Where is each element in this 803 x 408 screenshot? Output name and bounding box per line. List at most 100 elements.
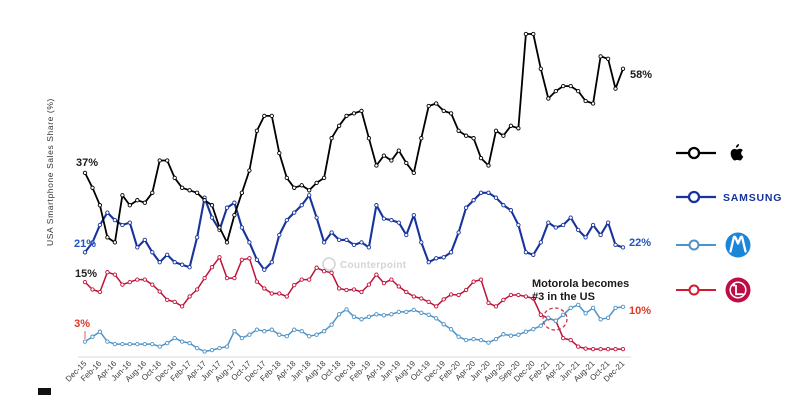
series-apple-marker <box>127 203 132 208</box>
series-lg-marker <box>299 277 304 282</box>
series-samsung-marker <box>187 265 192 270</box>
series-lg-marker <box>105 270 110 275</box>
series-lg-line <box>84 256 623 350</box>
series-lg-marker <box>434 304 439 309</box>
series-apple-marker <box>142 200 147 205</box>
legend: SAMSUNG <box>676 144 781 303</box>
series-samsung-marker <box>262 267 267 272</box>
series-apple-marker <box>179 185 185 190</box>
series-motorola-marker <box>336 312 342 317</box>
series-motorola-marker <box>284 334 289 339</box>
series-motorola-marker <box>493 336 499 342</box>
series-motorola-marker <box>329 322 334 327</box>
series-lg-marker <box>426 299 431 305</box>
series-apple-marker <box>576 88 581 94</box>
series-samsung-marker <box>194 235 200 240</box>
series-lg-marker <box>179 304 185 309</box>
series-lg-marker <box>493 304 499 309</box>
samsung-start-label: 21% <box>74 238 96 250</box>
series-apple-marker <box>590 101 596 106</box>
series-lg-marker <box>568 337 573 343</box>
annotation-line2: #3 in the US <box>532 291 595 303</box>
series-motorola-marker <box>605 315 611 320</box>
series-lg-marker <box>583 346 588 351</box>
series-motorola-marker <box>209 347 215 353</box>
series-lg-marker <box>561 335 566 341</box>
series-apple-marker <box>217 225 222 230</box>
series-lg-marker <box>247 256 252 261</box>
series-samsung-marker <box>209 215 215 220</box>
series-lg-marker <box>516 292 521 298</box>
series-motorola-marker <box>396 309 401 315</box>
series-lg-marker <box>344 287 349 293</box>
series-apple-marker <box>157 158 162 163</box>
series-samsung-marker <box>105 210 110 215</box>
series-motorola-marker <box>531 327 536 332</box>
legend-item-apple <box>676 144 744 161</box>
series-motorola-marker <box>157 344 162 349</box>
series-samsung-marker <box>247 240 252 245</box>
series-samsung-marker <box>523 250 529 255</box>
series-apple-marker <box>232 212 237 218</box>
series-motorola-marker <box>314 332 319 337</box>
apple-end-label: 58% <box>630 69 652 81</box>
series-samsung-marker <box>307 193 312 198</box>
motorola-end-label: 10% <box>629 305 651 317</box>
series-samsung-marker <box>284 217 289 223</box>
series-lg-marker <box>381 280 387 286</box>
series-motorola-marker <box>389 312 394 317</box>
series-lg-marker <box>411 294 416 299</box>
series-samsung-marker <box>150 250 155 255</box>
series-apple-marker <box>441 108 446 114</box>
series-samsung-marker <box>127 220 132 225</box>
series-samsung-marker <box>598 232 603 238</box>
series-motorola-marker <box>299 329 304 334</box>
series-samsung-marker <box>396 220 401 225</box>
series-apple-marker <box>583 98 588 104</box>
apple-legend-marker <box>687 146 701 160</box>
series-motorola-marker <box>463 337 469 343</box>
series-samsung-marker <box>404 232 409 238</box>
series-apple-marker <box>389 158 394 163</box>
series-samsung-marker <box>493 195 499 200</box>
series-lg-marker <box>172 299 177 305</box>
series-motorola-marker <box>441 322 446 327</box>
series-samsung-marker <box>351 242 357 248</box>
series-lg-marker <box>366 282 372 287</box>
series-lg-marker <box>90 287 95 292</box>
series-samsung-marker <box>269 260 274 265</box>
series-samsung-marker <box>157 260 162 265</box>
apple-start-label: 37% <box>76 157 98 169</box>
series-lg-marker <box>97 289 103 295</box>
x-tick-labels: Dec-15Feb-16Apr-16Jun-16Aug-16Oct-16Dec-… <box>64 359 627 384</box>
series-apple-marker <box>598 54 603 59</box>
series-lg-marker <box>448 292 454 297</box>
series-lg-marker <box>441 297 446 302</box>
series-samsung-marker <box>329 230 334 235</box>
series-samsung-marker <box>97 222 103 228</box>
series-samsung-marker <box>336 237 342 243</box>
series-apple-marker <box>307 188 312 193</box>
series-lg-marker <box>590 346 596 352</box>
series-apple-marker <box>613 86 618 91</box>
series-samsung-marker <box>605 220 611 225</box>
series-apple-marker <box>501 133 506 138</box>
series-lg-marker <box>120 282 125 287</box>
counterpoint-logo-icon <box>322 257 336 271</box>
series-lg-marker <box>209 265 215 270</box>
series-samsung-marker <box>478 190 484 195</box>
series-samsung-marker <box>165 252 170 257</box>
series-apple-marker <box>90 185 95 190</box>
series-motorola-marker <box>194 345 200 351</box>
series-lg-marker <box>598 346 603 352</box>
series-apple-marker <box>456 128 461 133</box>
series-motorola-marker <box>112 341 118 347</box>
series-motorola-marker <box>127 341 132 347</box>
series-lg-marker <box>501 297 506 303</box>
series-apple-marker <box>292 185 297 190</box>
series-samsung-marker <box>576 227 581 233</box>
series-samsung-marker <box>366 245 372 250</box>
series-apple-marker <box>478 155 484 161</box>
series-samsung-marker <box>112 217 118 223</box>
lg-start-label: 15% <box>75 268 97 280</box>
